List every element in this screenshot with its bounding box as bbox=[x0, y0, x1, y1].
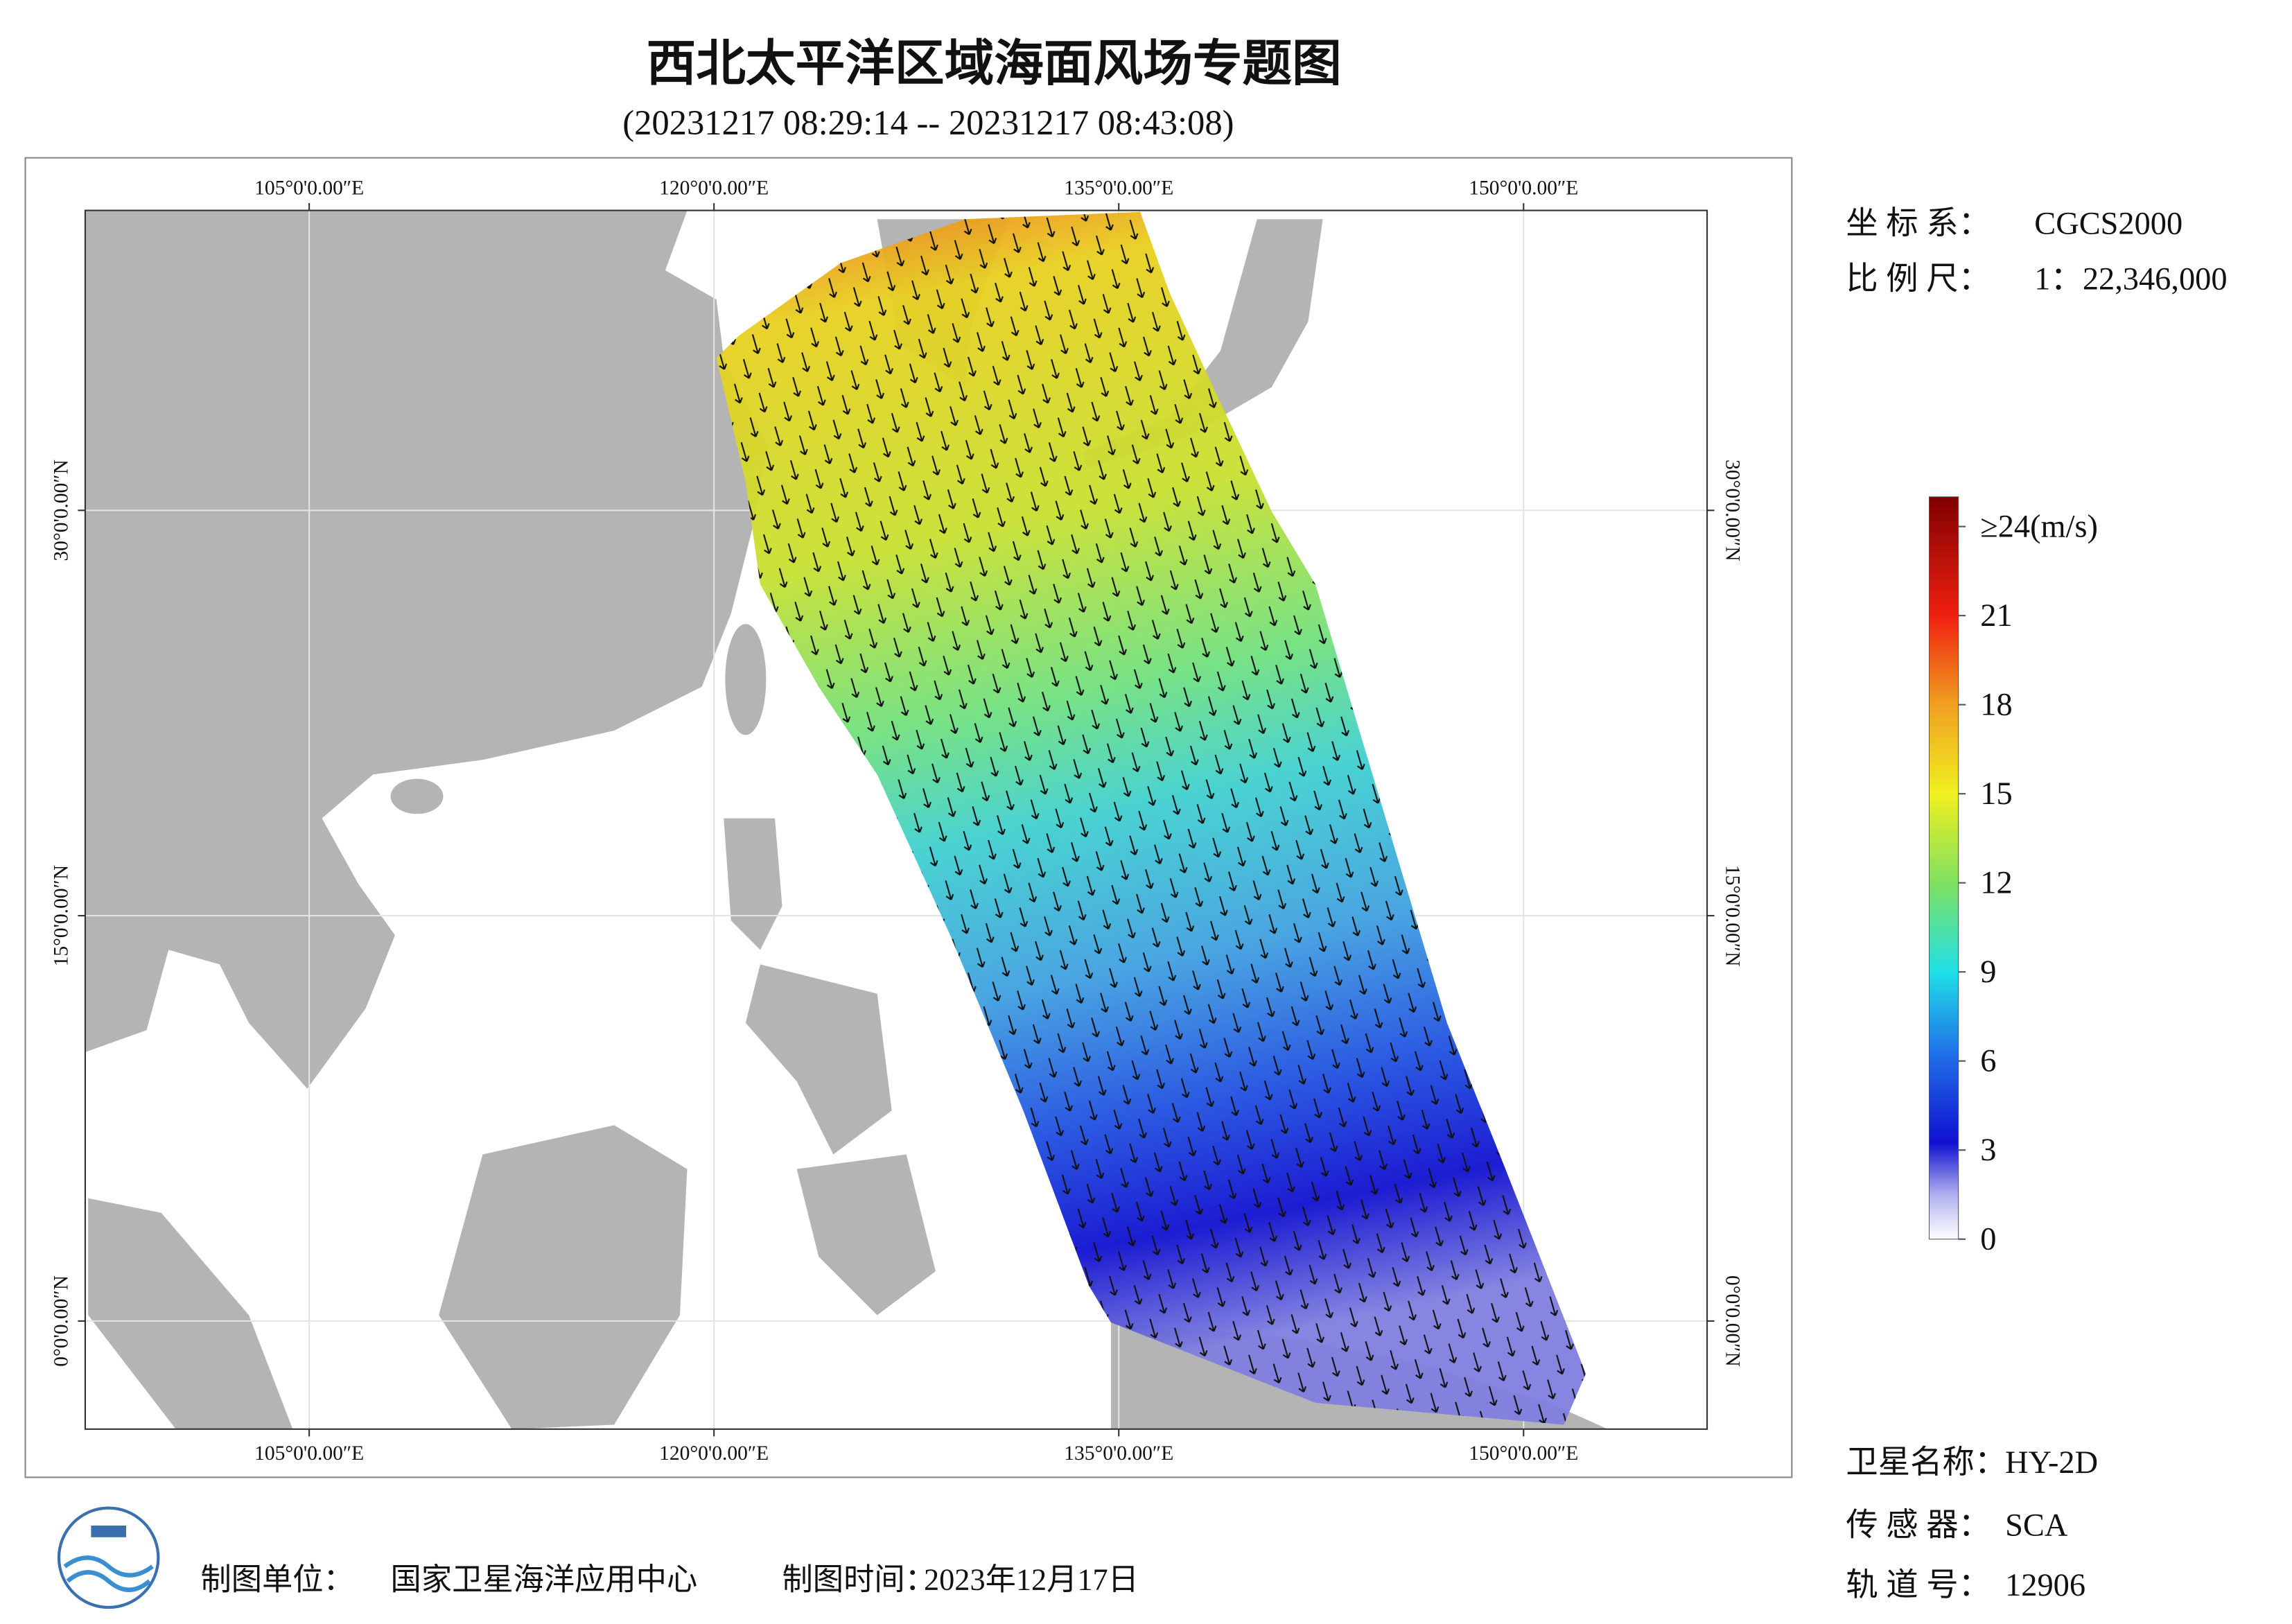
map-frame bbox=[84, 209, 1708, 1430]
map-ticks: 105°0'0.00″E 105°0'0.00″E 120°0'0.00″E 120°… bbox=[51, 177, 1744, 1465]
sensor-value: SCA bbox=[2005, 1508, 2068, 1544]
lat-label: 30°0'0.00″N bbox=[51, 460, 73, 561]
colorbar-label: 12 bbox=[1980, 865, 2012, 900]
lon-label: 105°0'0.00″E bbox=[254, 177, 364, 199]
wind-arrows bbox=[716, 211, 1586, 1425]
info-label: 比 例 尺： bbox=[1846, 261, 1991, 297]
info-value: CGCS2000 bbox=[2034, 206, 2182, 241]
colorbar-ticks: 0 3 6 9 12 15 18 21 ≥24(m/s) bbox=[1958, 509, 2098, 1257]
footer-unit: 国家卫星海洋应用中心 bbox=[391, 1563, 698, 1597]
lat-label: 15°0'0.00″N bbox=[51, 865, 73, 967]
colorbar-label: 9 bbox=[1980, 954, 1996, 990]
lat-label: 0°0'0.00″N bbox=[1721, 1275, 1743, 1367]
logo bbox=[57, 1506, 160, 1609]
colorbar-label: 21 bbox=[1980, 598, 2012, 634]
lon-label: 150°0'0.00″E bbox=[1469, 1442, 1578, 1465]
colorbar-label: 3 bbox=[1980, 1133, 1996, 1168]
colorbar-label: 6 bbox=[1980, 1043, 1996, 1079]
lon-label: 105°0'0.00″E bbox=[254, 1442, 364, 1465]
colorbar-label: 15 bbox=[1980, 776, 2012, 812]
lon-label: 120°0'0.00″E bbox=[659, 177, 769, 199]
sensor-label: 传 感 器： bbox=[1846, 1508, 1991, 1544]
info-label: 坐 标 系： bbox=[1846, 206, 1991, 241]
footer-label: 制图时间： bbox=[782, 1563, 936, 1597]
info-value: 1：22,346,000 bbox=[2034, 261, 2227, 297]
title: 西北太平洋区域海面风场专题图 bbox=[647, 34, 1342, 92]
outer-frame bbox=[24, 157, 1793, 1478]
satellite-value: HY-2D bbox=[2005, 1445, 2098, 1481]
lat-label: 15°0'0.00″N bbox=[1721, 865, 1743, 967]
colorbar-label: 0 bbox=[1980, 1222, 1996, 1257]
colorbar bbox=[1928, 496, 1959, 1240]
lat-label: 30°0'0.00″N bbox=[1721, 460, 1743, 561]
land bbox=[85, 210, 1608, 1429]
lon-label: 120°0'0.00″E bbox=[659, 1442, 769, 1465]
colorbar-label: ≥24(m/s) bbox=[1980, 509, 2098, 544]
orbit-label: 轨 道 号： bbox=[1846, 1568, 1991, 1603]
lat-label: 0°0'0.00″N bbox=[51, 1275, 73, 1367]
map-area bbox=[85, 210, 1708, 1429]
lon-label: 135°0'0.00″E bbox=[1064, 177, 1173, 199]
lon-label: 150°0'0.00″E bbox=[1469, 177, 1578, 199]
orbit-value: 12906 bbox=[2005, 1568, 2085, 1603]
subtitle: (20231217 08:29:14 -- 20231217 08:43:08) bbox=[622, 103, 1234, 142]
footer-label: 制图单位： bbox=[200, 1563, 353, 1597]
lon-label: 135°0'0.00″E bbox=[1064, 1442, 1173, 1465]
colorbar-label: 18 bbox=[1980, 687, 2012, 722]
satellite-label: 卫星名称： bbox=[1846, 1445, 2006, 1481]
footer-time: 2023年12月17日 bbox=[924, 1563, 1139, 1597]
